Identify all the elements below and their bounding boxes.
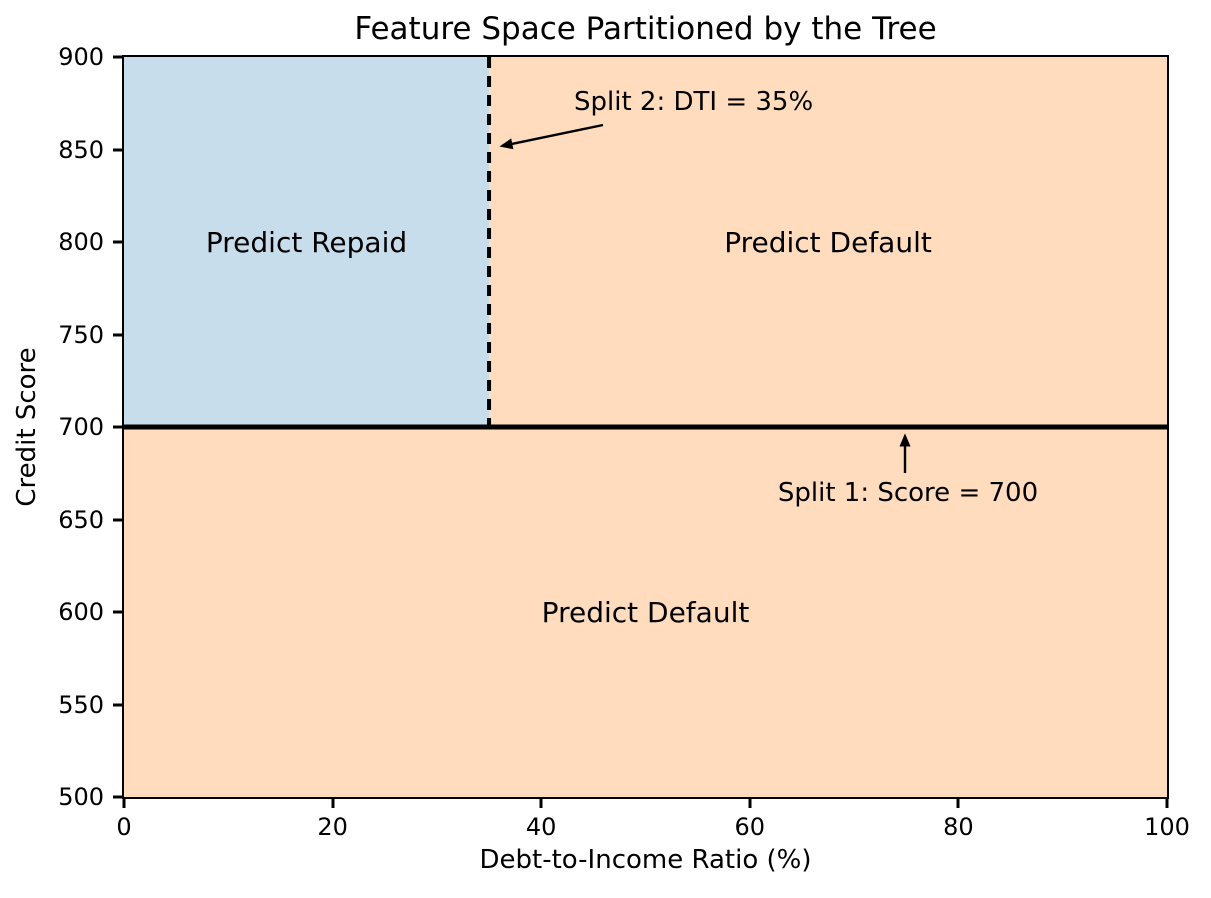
- y-tick-label: 700: [58, 413, 104, 441]
- y-tick-label: 600: [58, 598, 104, 626]
- y-tick-mark: [113, 148, 122, 151]
- y-tick-label: 650: [58, 505, 104, 534]
- split-lines-overlay: [124, 57, 1167, 473]
- y-tick-label: 750: [58, 320, 104, 349]
- y-tick-label: 850: [58, 135, 104, 164]
- x-tick-label: 40: [525, 813, 557, 841]
- x-tick-mark: [956, 799, 960, 808]
- y-tick-label: 500: [58, 783, 104, 811]
- x-tick-label: 60: [734, 813, 766, 841]
- chart-title: Feature Space Partitioned by the Tree: [354, 11, 937, 47]
- x-tick-label: 100: [1144, 813, 1190, 841]
- y-tick-label: 550: [58, 690, 104, 719]
- y-tick-label: 800: [58, 228, 104, 256]
- x-tick-mark: [331, 799, 335, 808]
- plot-area: Predict Repaid Predict Default Predict D…: [122, 55, 1169, 799]
- y-tick-mark: [113, 333, 122, 336]
- split2-arrow-icon: [499, 123, 604, 150]
- region-predict-repaid: Predict Repaid: [124, 57, 490, 427]
- x-tick-mark: [1165, 799, 1169, 808]
- y-axis-ticks: 500 550 600 650 700 750 800 850 900: [0, 43, 122, 811]
- region-label-repaid: Predict Repaid: [205, 225, 408, 259]
- x-tick-label: 80: [943, 813, 974, 841]
- region-label-default-lower: Predict Default: [541, 595, 750, 629]
- y-axis-label: Credit Score: [12, 347, 42, 507]
- y-tick-mark: [113, 240, 122, 244]
- x-tick-mark: [122, 799, 126, 808]
- split1-annotation: Split 1: Score = 700: [777, 478, 1039, 508]
- y-tick-mark: [113, 610, 122, 614]
- x-tick-mark: [748, 799, 752, 808]
- region-label-default-upper: Predict Default: [724, 225, 932, 259]
- x-tick-mark: [539, 799, 543, 808]
- x-axis-label: Debt-to-Income Ratio (%): [479, 845, 812, 875]
- y-tick-mark: [113, 425, 122, 429]
- y-tick-mark: [113, 55, 122, 59]
- region-predict-default-lower: Predict Default: [124, 427, 1167, 797]
- split2-annotation: Split 2: DTI = 35%: [574, 87, 814, 117]
- y-tick-mark: [113, 795, 122, 799]
- x-tick-label: 0: [116, 813, 132, 841]
- x-axis-ticks: 0 20 40 60 80 100: [116, 797, 1190, 857]
- x-tick-label: 20: [317, 813, 348, 841]
- y-tick-label: 900: [58, 43, 104, 71]
- y-tick-mark: [113, 703, 122, 706]
- y-tick-mark: [113, 518, 122, 521]
- region-predict-default-upper: Predict Default: [489, 57, 1167, 427]
